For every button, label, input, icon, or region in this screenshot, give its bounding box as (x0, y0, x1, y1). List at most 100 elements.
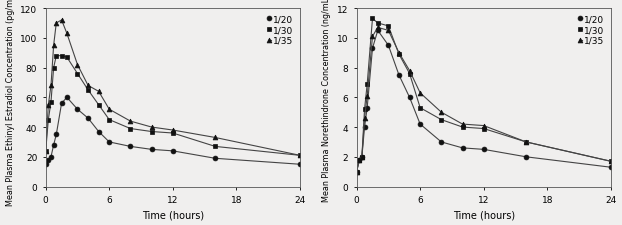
1/30 (127, 128, 134, 130)
1/35 (58, 20, 65, 22)
1/20 (52, 134, 60, 136)
1/20 (356, 159, 363, 161)
1/20 (384, 45, 392, 47)
1/30 (480, 128, 488, 130)
1/30 (169, 132, 177, 135)
1/20 (63, 97, 71, 99)
1/30 (361, 108, 368, 111)
1/35 (296, 154, 304, 157)
1/30 (384, 25, 392, 28)
1/30 (369, 18, 376, 21)
1/35 (50, 45, 57, 47)
1/30 (296, 154, 304, 157)
1/35 (74, 64, 81, 67)
1/35 (438, 111, 445, 114)
1/30 (395, 54, 402, 56)
1/20 (358, 156, 366, 158)
Y-axis label: Mean Plasma Ethinyl Estradiol Concentration (pg/mL): Mean Plasma Ethinyl Estradiol Concentrat… (6, 0, 14, 205)
1/20 (459, 147, 466, 150)
1/20 (361, 126, 368, 129)
1/35 (395, 52, 402, 55)
1/35 (127, 120, 134, 123)
1/35 (47, 85, 55, 87)
1/30 (438, 119, 445, 122)
Line: 1/30: 1/30 (44, 54, 302, 158)
1/35 (211, 137, 219, 139)
1/20 (353, 171, 360, 173)
1/30 (406, 73, 413, 76)
1/20 (50, 144, 57, 147)
1/35 (52, 22, 60, 25)
1/35 (522, 141, 530, 144)
1/20 (169, 150, 177, 153)
1/30 (358, 156, 366, 158)
1/35 (45, 104, 52, 107)
1/35 (42, 150, 49, 153)
1/35 (353, 171, 360, 173)
Line: 1/20: 1/20 (44, 95, 302, 167)
1/35 (356, 159, 363, 161)
1/20 (416, 123, 424, 126)
1/30 (42, 150, 49, 153)
1/30 (106, 119, 113, 122)
Legend: 1/20, 1/30, 1/35: 1/20, 1/30, 1/35 (266, 14, 295, 47)
1/35 (63, 33, 71, 36)
1/20 (45, 159, 52, 161)
1/20 (363, 107, 371, 110)
1/35 (148, 126, 156, 129)
1/20 (42, 163, 49, 166)
1/20 (127, 145, 134, 148)
1/30 (74, 73, 81, 76)
1/35 (384, 30, 392, 33)
1/30 (50, 67, 57, 70)
1/30 (353, 171, 360, 173)
Y-axis label: Mean Plasma Norethindrone Concentration (ng/mL): Mean Plasma Norethindrone Concentration … (322, 0, 331, 201)
Line: 1/35: 1/35 (44, 18, 302, 158)
1/30 (211, 145, 219, 148)
1/30 (63, 56, 71, 59)
Line: 1/30: 1/30 (354, 17, 613, 174)
1/30 (85, 89, 92, 92)
1/20 (58, 102, 65, 105)
1/20 (47, 156, 55, 158)
1/30 (148, 130, 156, 133)
1/30 (459, 126, 466, 129)
1/30 (607, 160, 615, 163)
1/20 (85, 117, 92, 120)
1/20 (211, 157, 219, 160)
1/20 (406, 97, 413, 99)
1/20 (296, 163, 304, 166)
Line: 1/20: 1/20 (354, 29, 613, 174)
X-axis label: Time (hours): Time (hours) (453, 209, 515, 219)
1/35 (85, 85, 92, 87)
1/35 (607, 160, 615, 163)
1/30 (95, 104, 103, 107)
1/20 (480, 148, 488, 151)
1/20 (395, 74, 402, 77)
1/20 (522, 156, 530, 158)
1/35 (169, 129, 177, 132)
1/35 (95, 91, 103, 93)
1/35 (406, 70, 413, 73)
Legend: 1/20, 1/30, 1/35: 1/20, 1/30, 1/35 (577, 14, 606, 47)
1/35 (106, 108, 113, 111)
1/20 (374, 30, 381, 33)
1/35 (480, 125, 488, 127)
1/35 (416, 92, 424, 95)
1/20 (106, 141, 113, 144)
1/20 (438, 141, 445, 144)
1/35 (459, 123, 466, 126)
1/35 (358, 156, 366, 158)
1/30 (416, 107, 424, 110)
Line: 1/35: 1/35 (354, 26, 613, 174)
1/20 (95, 130, 103, 133)
1/30 (45, 119, 52, 122)
X-axis label: Time (hours): Time (hours) (142, 209, 204, 219)
1/20 (148, 148, 156, 151)
1/30 (522, 141, 530, 144)
1/20 (74, 108, 81, 111)
1/35 (369, 36, 376, 38)
1/35 (363, 95, 371, 98)
1/30 (374, 22, 381, 25)
1/35 (374, 27, 381, 30)
